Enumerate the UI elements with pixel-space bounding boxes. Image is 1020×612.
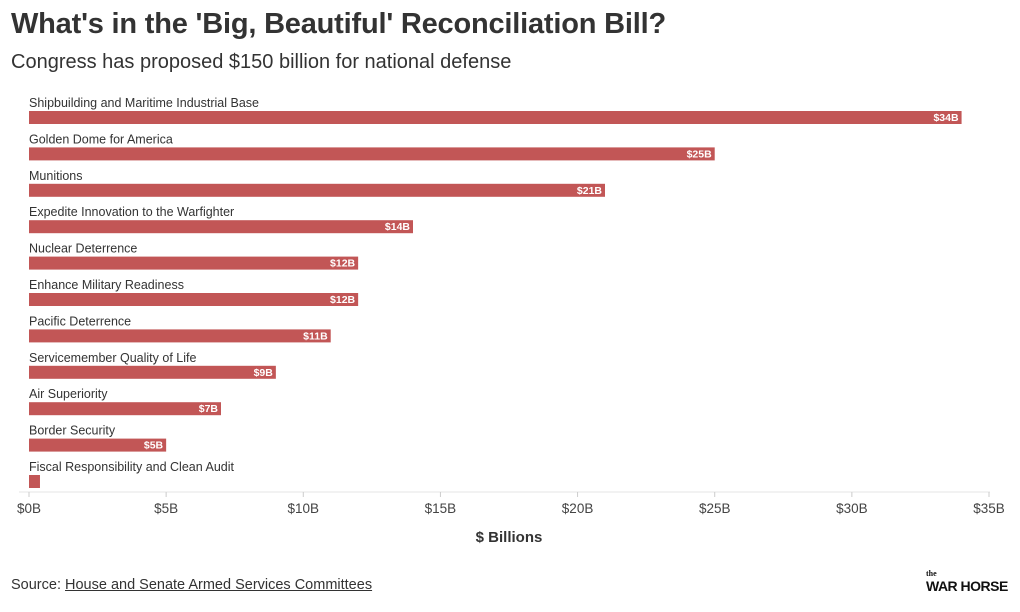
logo-name: WAR HORSE bbox=[926, 578, 1008, 594]
category-label: Shipbuilding and Maritime Industrial Bas… bbox=[29, 96, 259, 110]
chart-title: What's in the 'Big, Beautiful' Reconcili… bbox=[11, 8, 666, 40]
category-label: Nuclear Deterrence bbox=[29, 242, 137, 256]
bar-value-label: $34B bbox=[933, 112, 959, 124]
x-tick-label: $30B bbox=[836, 501, 868, 516]
war-horse-logo: the WAR HORSE bbox=[926, 570, 1010, 598]
bar-value-label: $11B bbox=[303, 330, 328, 342]
bar-value-label: $21B bbox=[577, 185, 603, 197]
bar-value-label: $5B bbox=[144, 440, 164, 452]
bar-value-label: $9B bbox=[254, 367, 274, 379]
x-tick-label: $5B bbox=[154, 501, 178, 516]
bar-value-label: $12B bbox=[330, 294, 356, 306]
x-axis-title: $ Billions bbox=[476, 529, 543, 546]
bar bbox=[29, 220, 413, 234]
bar bbox=[29, 111, 962, 124]
source-note: Source: House and Senate Armed Services … bbox=[11, 577, 372, 593]
bar bbox=[29, 402, 221, 416]
chart-subtitle: Congress has proposed $150 billion for n… bbox=[11, 51, 512, 73]
x-tick-label: $35B bbox=[973, 501, 1005, 516]
category-label: Expedite Innovation to the Warfighter bbox=[29, 205, 234, 219]
x-tick-label: $25B bbox=[699, 501, 731, 516]
bar-value-label: $12B bbox=[330, 258, 356, 270]
bar bbox=[29, 329, 331, 343]
source-link[interactable]: House and Senate Armed Services Committe… bbox=[65, 577, 373, 593]
bar bbox=[29, 365, 276, 379]
bar bbox=[29, 438, 167, 452]
logo-the: the bbox=[926, 569, 937, 578]
bar-value-label: $7B bbox=[199, 403, 219, 415]
x-tick-label: $15B bbox=[425, 501, 457, 516]
bar bbox=[29, 293, 359, 306]
bar bbox=[29, 475, 40, 488]
bar bbox=[29, 256, 359, 270]
category-label: Golden Dome for America bbox=[29, 132, 173, 146]
category-label: Servicemember Quality of Life bbox=[29, 351, 196, 365]
category-label: Munitions bbox=[29, 169, 83, 183]
category-label: Enhance Military Readiness bbox=[29, 278, 184, 292]
x-tick-label: $10B bbox=[288, 501, 320, 516]
source-prefix: Source: bbox=[11, 577, 65, 593]
category-label: Fiscal Responsibility and Clean Audit bbox=[29, 460, 234, 474]
bar-value-label: $25B bbox=[687, 148, 713, 160]
category-label: Pacific Deterrence bbox=[29, 314, 131, 328]
x-tick-label: $20B bbox=[562, 501, 594, 516]
category-label: Border Security bbox=[29, 424, 116, 438]
x-tick-label: $0B bbox=[17, 501, 41, 516]
bar bbox=[29, 183, 605, 197]
bar-chart: Shipbuilding and Maritime Industrial Bas… bbox=[17, 96, 1005, 546]
bar-value-label: $14B bbox=[385, 221, 411, 233]
category-label: Air Superiority bbox=[29, 387, 108, 401]
bar bbox=[29, 147, 715, 161]
